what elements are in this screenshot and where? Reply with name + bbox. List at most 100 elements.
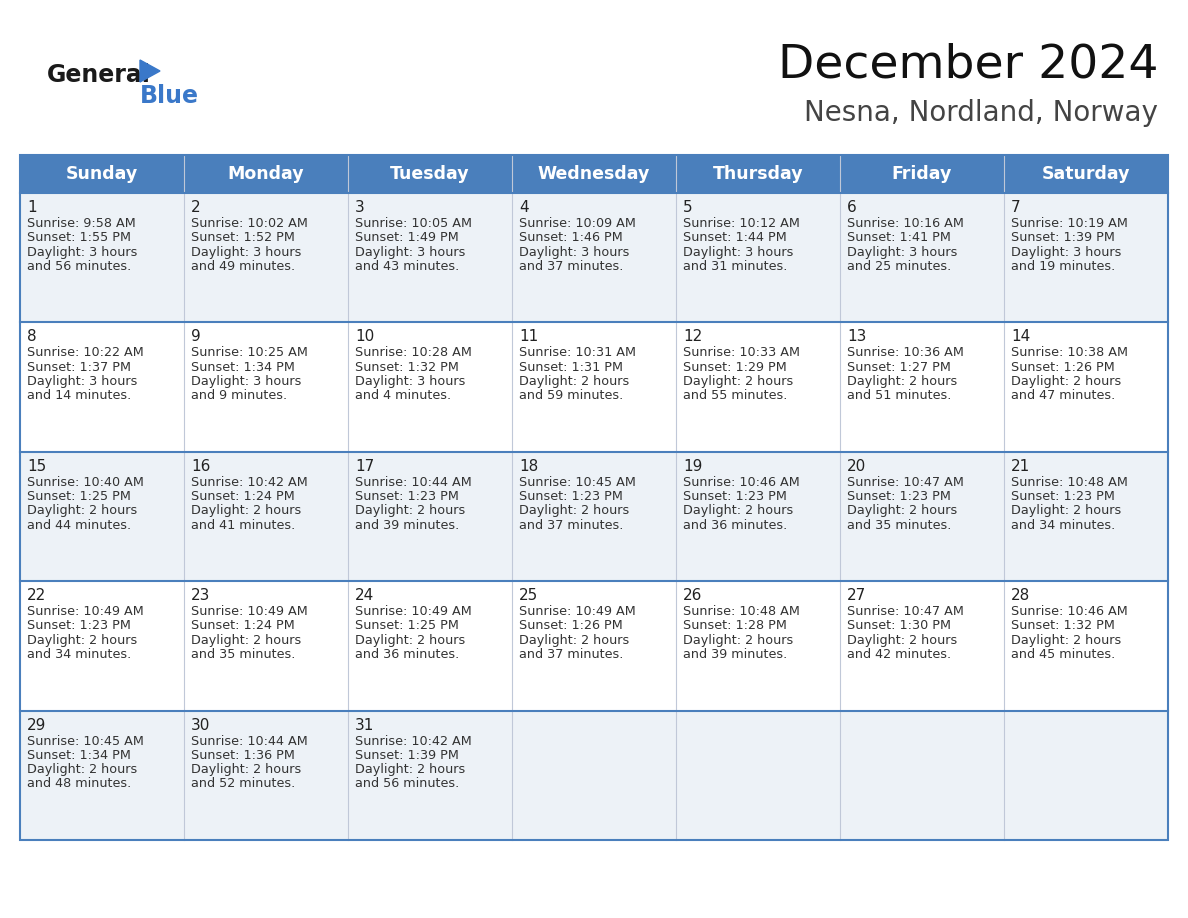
Text: Sunrise: 9:58 AM: Sunrise: 9:58 AM [27,217,135,230]
Text: 23: 23 [191,588,210,603]
Text: Daylight: 3 hours: Daylight: 3 hours [27,375,138,388]
Text: Sunset: 1:23 PM: Sunset: 1:23 PM [355,490,459,503]
Text: Sunset: 1:24 PM: Sunset: 1:24 PM [191,490,295,503]
Text: Sunrise: 10:46 AM: Sunrise: 10:46 AM [1011,605,1127,618]
Text: 28: 28 [1011,588,1030,603]
Text: Sunrise: 10:28 AM: Sunrise: 10:28 AM [355,346,472,360]
Text: Daylight: 2 hours: Daylight: 2 hours [1011,633,1121,646]
Text: Daylight: 2 hours: Daylight: 2 hours [191,504,302,518]
Text: Sunset: 1:32 PM: Sunset: 1:32 PM [355,361,459,374]
Text: Daylight: 2 hours: Daylight: 2 hours [355,504,466,518]
Text: Daylight: 2 hours: Daylight: 2 hours [27,504,138,518]
Text: and 56 minutes.: and 56 minutes. [355,778,460,790]
Text: 30: 30 [191,718,210,733]
Text: Sunrise: 10:05 AM: Sunrise: 10:05 AM [355,217,472,230]
Text: Sunrise: 10:40 AM: Sunrise: 10:40 AM [27,476,144,488]
Text: Sunset: 1:28 PM: Sunset: 1:28 PM [683,620,786,633]
Text: Sunset: 1:46 PM: Sunset: 1:46 PM [519,231,623,244]
Text: Daylight: 3 hours: Daylight: 3 hours [847,245,958,259]
Text: Daylight: 2 hours: Daylight: 2 hours [27,763,138,776]
Text: Sunset: 1:52 PM: Sunset: 1:52 PM [191,231,295,244]
Bar [20,711,1168,840]
Text: December 2024: December 2024 [777,42,1158,87]
Bar [20,581,1168,711]
Text: 2: 2 [191,200,201,215]
Text: and 49 minutes.: and 49 minutes. [191,260,295,273]
Text: 18: 18 [519,459,538,474]
Text: Friday: Friday [892,165,953,183]
Text: Daylight: 3 hours: Daylight: 3 hours [191,245,302,259]
Text: 16: 16 [191,459,210,474]
Text: Daylight: 3 hours: Daylight: 3 hours [191,375,302,388]
Text: General: General [48,63,151,87]
Text: Daylight: 3 hours: Daylight: 3 hours [27,245,138,259]
Text: 7: 7 [1011,200,1020,215]
Text: 10: 10 [355,330,374,344]
Text: and 35 minutes.: and 35 minutes. [847,519,952,532]
Text: 22: 22 [27,588,46,603]
Text: and 14 minutes.: and 14 minutes. [27,389,131,402]
Text: Sunrise: 10:38 AM: Sunrise: 10:38 AM [1011,346,1127,360]
Text: Daylight: 3 hours: Daylight: 3 hours [355,375,466,388]
Text: Sunset: 1:39 PM: Sunset: 1:39 PM [355,749,459,762]
Text: Sunset: 1:39 PM: Sunset: 1:39 PM [1011,231,1114,244]
Text: Sunset: 1:31 PM: Sunset: 1:31 PM [519,361,623,374]
Text: 20: 20 [847,459,866,474]
Text: Sunset: 1:49 PM: Sunset: 1:49 PM [355,231,459,244]
Text: and 39 minutes.: and 39 minutes. [683,648,788,661]
Bar [20,322,1168,452]
Polygon shape [140,60,160,82]
Text: Sunrise: 10:33 AM: Sunrise: 10:33 AM [683,346,800,360]
Text: Sunrise: 10:47 AM: Sunrise: 10:47 AM [847,476,963,488]
Text: Sunset: 1:29 PM: Sunset: 1:29 PM [683,361,786,374]
Text: 4: 4 [519,200,529,215]
Text: Sunset: 1:27 PM: Sunset: 1:27 PM [847,361,950,374]
Text: Sunrise: 10:44 AM: Sunrise: 10:44 AM [355,476,472,488]
Text: and 52 minutes.: and 52 minutes. [191,778,296,790]
Text: and 56 minutes.: and 56 minutes. [27,260,131,273]
Text: Sunset: 1:41 PM: Sunset: 1:41 PM [847,231,950,244]
Text: and 36 minutes.: and 36 minutes. [355,648,460,661]
Text: Saturday: Saturday [1042,165,1130,183]
Text: 8: 8 [27,330,37,344]
Text: Sunrise: 10:49 AM: Sunrise: 10:49 AM [355,605,472,618]
Text: Sunrise: 10:19 AM: Sunrise: 10:19 AM [1011,217,1127,230]
Text: 11: 11 [519,330,538,344]
Text: Sunset: 1:55 PM: Sunset: 1:55 PM [27,231,131,244]
Text: 21: 21 [1011,459,1030,474]
Bar [20,452,1168,581]
Text: and 37 minutes.: and 37 minutes. [519,648,624,661]
Text: Sunrise: 10:47 AM: Sunrise: 10:47 AM [847,605,963,618]
Text: Sunrise: 10:45 AM: Sunrise: 10:45 AM [519,476,636,488]
Text: 31: 31 [355,718,374,733]
Text: Sunset: 1:25 PM: Sunset: 1:25 PM [27,490,131,503]
Text: 25: 25 [519,588,538,603]
Text: Sunrise: 10:42 AM: Sunrise: 10:42 AM [355,734,472,747]
Text: 13: 13 [847,330,866,344]
Text: Daylight: 2 hours: Daylight: 2 hours [847,633,958,646]
Text: Daylight: 2 hours: Daylight: 2 hours [191,763,302,776]
Text: and 42 minutes.: and 42 minutes. [847,648,952,661]
Text: Sunset: 1:36 PM: Sunset: 1:36 PM [191,749,295,762]
Text: 6: 6 [847,200,857,215]
Text: and 19 minutes.: and 19 minutes. [1011,260,1116,273]
Text: Daylight: 2 hours: Daylight: 2 hours [683,375,794,388]
Text: Sunset: 1:30 PM: Sunset: 1:30 PM [847,620,952,633]
Text: 27: 27 [847,588,866,603]
Text: and 25 minutes.: and 25 minutes. [847,260,952,273]
Text: Sunset: 1:23 PM: Sunset: 1:23 PM [683,490,786,503]
Text: Daylight: 2 hours: Daylight: 2 hours [1011,375,1121,388]
Text: Sunrise: 10:44 AM: Sunrise: 10:44 AM [191,734,308,747]
Text: Sunset: 1:44 PM: Sunset: 1:44 PM [683,231,786,244]
Text: Thursday: Thursday [713,165,803,183]
Text: Daylight: 2 hours: Daylight: 2 hours [1011,504,1121,518]
Text: Sunset: 1:23 PM: Sunset: 1:23 PM [519,490,623,503]
Text: 24: 24 [355,588,374,603]
Text: 15: 15 [27,459,46,474]
Text: 14: 14 [1011,330,1030,344]
Text: Wednesday: Wednesday [538,165,650,183]
Text: Sunrise: 10:45 AM: Sunrise: 10:45 AM [27,734,144,747]
Text: and 35 minutes.: and 35 minutes. [191,648,296,661]
Text: and 39 minutes.: and 39 minutes. [355,519,460,532]
Text: and 51 minutes.: and 51 minutes. [847,389,952,402]
